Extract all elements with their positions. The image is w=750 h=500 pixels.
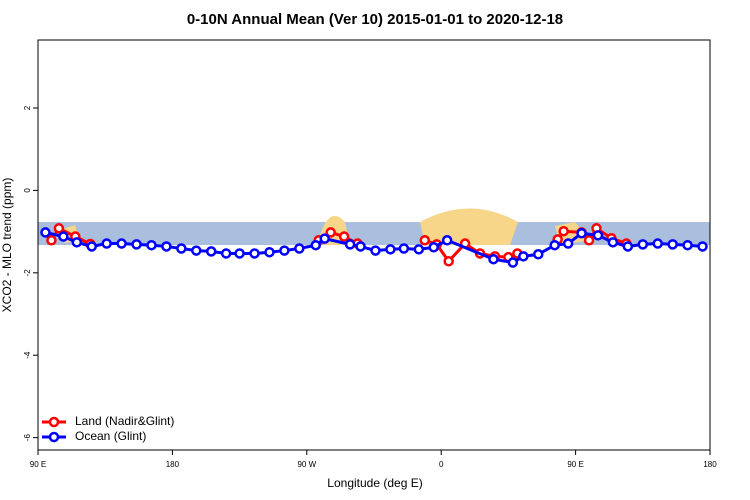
data-point xyxy=(413,244,425,255)
data-point xyxy=(101,238,112,249)
data-point xyxy=(220,248,232,259)
data-point xyxy=(607,237,619,248)
y-axis-label: XCO2 - MLO trend (ppm) xyxy=(0,178,14,313)
data-point xyxy=(325,227,336,238)
data-point xyxy=(558,225,569,237)
series-line xyxy=(50,226,627,264)
chart-title: 0-10N Annual Mean (Ver 10) 2015-01-01 to… xyxy=(187,11,563,28)
data-point xyxy=(355,241,366,252)
data-point xyxy=(116,238,127,249)
data-point xyxy=(205,246,217,257)
x-axis-label: Longitude (deg E) xyxy=(327,476,422,490)
data-point xyxy=(428,242,439,253)
data-point xyxy=(385,244,396,255)
data-point xyxy=(71,237,83,248)
data-point xyxy=(697,241,708,252)
y-tick-label: 0 xyxy=(23,188,32,193)
x-tick-label: 180 xyxy=(166,460,180,469)
data-point xyxy=(507,257,519,268)
data-point xyxy=(652,238,663,249)
data-point xyxy=(53,223,65,234)
x-tick-label: 90 E xyxy=(30,460,46,469)
y-tick-label: -2 xyxy=(23,269,32,277)
y-tick-label: -4 xyxy=(23,351,32,359)
data-point xyxy=(682,239,693,251)
data-point xyxy=(176,243,187,254)
data-point xyxy=(576,228,587,239)
data-point xyxy=(279,245,290,256)
data-point xyxy=(131,239,142,250)
data-point xyxy=(583,235,595,246)
data-point xyxy=(637,239,649,250)
data-point xyxy=(86,241,98,252)
data-point xyxy=(443,256,454,267)
data-point xyxy=(667,239,678,250)
plot-frame xyxy=(37,39,711,451)
data-point xyxy=(40,227,51,238)
data-point xyxy=(249,248,260,259)
x-tick-label: 0 xyxy=(439,460,444,469)
data-point xyxy=(518,251,529,262)
data-point xyxy=(344,239,356,250)
data-point xyxy=(294,243,305,254)
legend-marker xyxy=(48,431,60,443)
data-point xyxy=(549,239,560,251)
x-tick-label: 180 xyxy=(703,460,717,469)
data-point xyxy=(146,239,157,251)
data-point xyxy=(46,235,57,246)
data-point xyxy=(58,231,69,242)
data-point xyxy=(161,241,172,252)
legend-marker xyxy=(48,416,60,428)
data-point xyxy=(488,253,499,265)
data-point xyxy=(370,245,381,256)
data-point xyxy=(533,249,544,260)
legend-label: Land (Nadir&Glint) xyxy=(75,414,174,428)
data-point xyxy=(441,235,453,246)
data-point xyxy=(264,246,275,258)
data-point xyxy=(319,233,330,244)
data-point xyxy=(398,243,410,254)
y-tick-label: -6 xyxy=(23,434,32,442)
data-point xyxy=(562,238,574,249)
x-tick-label: 90 W xyxy=(297,460,316,469)
data-point xyxy=(310,239,322,251)
data-point xyxy=(419,235,431,246)
y-tick-label: 2 xyxy=(23,105,32,110)
legend-label: Ocean (Glint) xyxy=(75,429,146,443)
data-point xyxy=(234,248,245,259)
data-point xyxy=(338,231,350,242)
data-point xyxy=(191,245,202,256)
data-point xyxy=(592,230,604,241)
x-tick-label: 90 E xyxy=(567,460,583,469)
data-point xyxy=(622,241,634,252)
